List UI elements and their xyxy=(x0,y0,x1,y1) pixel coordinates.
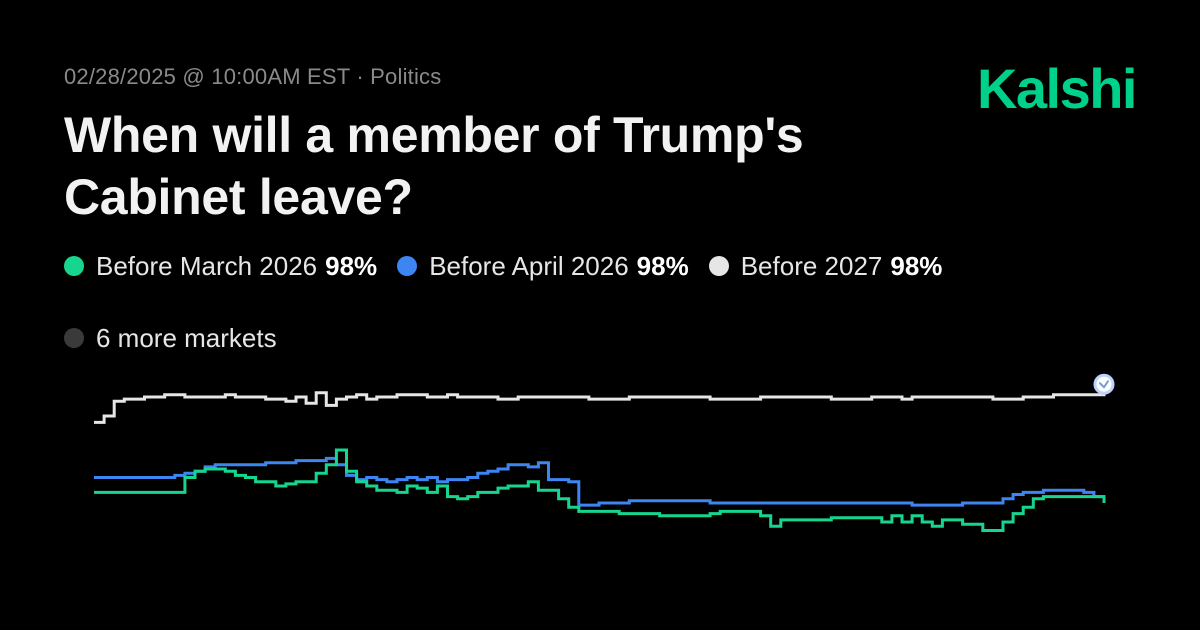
checkmark-icon xyxy=(1099,380,1109,389)
legend-item-before-march-2026[interactable]: Before March 2026 98% xyxy=(64,250,377,282)
legend-value: 98% xyxy=(325,250,378,281)
market-meta: 02/28/2025 @ 10:00AM EST · Politics xyxy=(64,64,442,89)
legend-item-before-2027[interactable]: Before 2027 98% xyxy=(708,250,943,282)
market-title: When will a member of Trump's Cabinet le… xyxy=(64,107,804,225)
series-line-before-march-2026 xyxy=(94,448,1106,532)
legend-value: 98% xyxy=(636,250,689,281)
kalshi-logo[interactable]: Kalshi xyxy=(976,57,1138,120)
series-line-before-2027 xyxy=(94,384,1106,424)
series-line-before-april-2026 xyxy=(94,456,1106,507)
legend-value: 98% xyxy=(890,250,943,281)
legend: Before March 2026 98% Before April 2026 … xyxy=(64,250,1144,354)
legend-dot-white xyxy=(708,256,729,276)
legend-label: Before 2027 xyxy=(740,250,883,281)
more-markets-label: 6 more markets xyxy=(96,322,277,353)
legend-dot-blue xyxy=(397,256,418,276)
legend-item-before-april-2026[interactable]: Before April 2026 98% xyxy=(397,250,689,282)
legend-label: Before April 2026 xyxy=(429,250,629,281)
legend-item-more-markets[interactable]: 6 more markets xyxy=(64,322,285,354)
legend-dot-more xyxy=(64,328,84,348)
legend-dot-green xyxy=(64,256,84,276)
price-history-chart xyxy=(94,373,1115,532)
legend-label: Before March 2026 xyxy=(96,250,318,281)
current-value-marker[interactable] xyxy=(1093,373,1115,395)
